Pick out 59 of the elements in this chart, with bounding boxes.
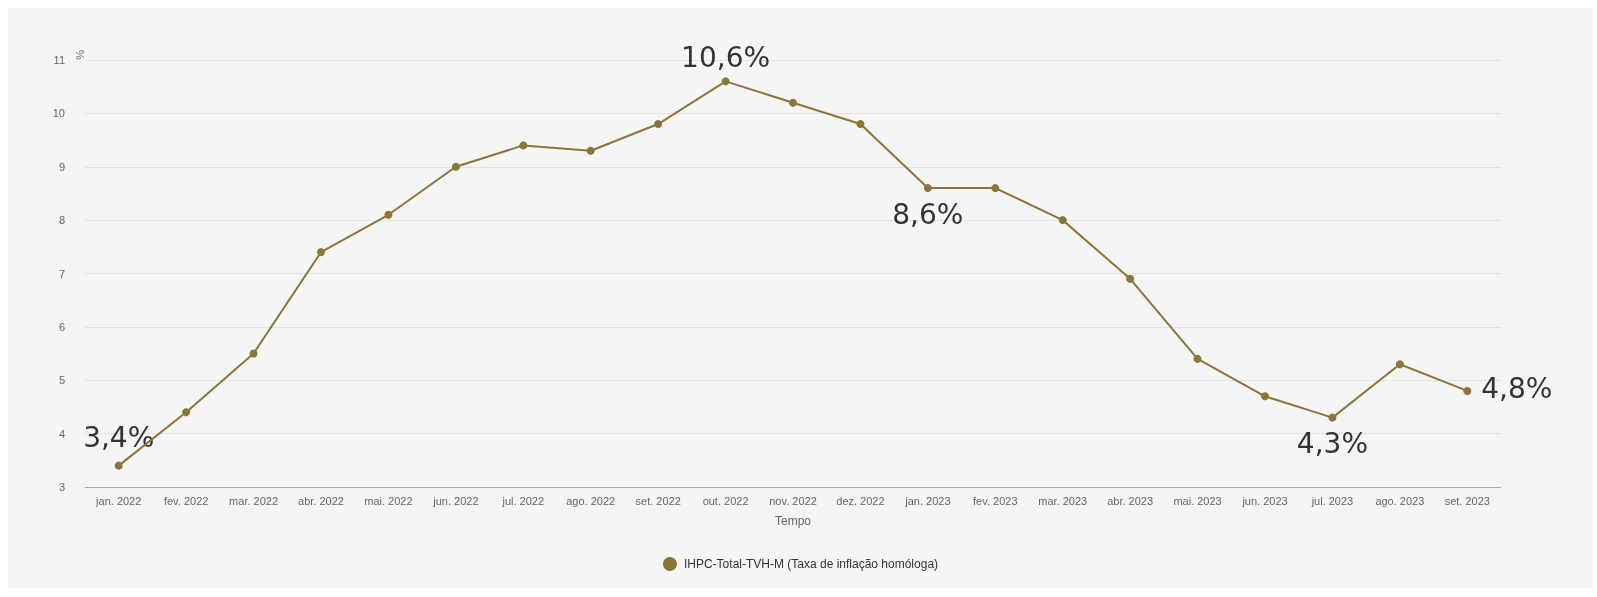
point xyxy=(1463,386,1472,395)
point xyxy=(856,120,865,129)
y-tick-label: 10 xyxy=(52,107,65,120)
x-tick-label: jul. 2023 xyxy=(1310,494,1354,507)
x-tick-label: ago. 2023 xyxy=(1375,494,1425,507)
x-tick-label: jun. 2022 xyxy=(432,494,479,507)
x-tick-label: nov. 2022 xyxy=(769,494,817,507)
x-tick-label: mai. 2023 xyxy=(1173,494,1222,507)
point xyxy=(384,210,393,219)
x-tick-label: dez. 2022 xyxy=(836,494,885,507)
point xyxy=(1126,274,1135,283)
point xyxy=(182,408,191,417)
point xyxy=(789,98,797,107)
y-tick-label: 5 xyxy=(58,374,65,387)
point xyxy=(1058,216,1067,225)
y-tick-label: 3 xyxy=(58,481,65,493)
point xyxy=(114,461,123,470)
point xyxy=(586,146,595,155)
x-tick-label: out. 2022 xyxy=(702,494,749,507)
y-tick-label: 7 xyxy=(58,267,65,280)
x-tick-label: fev. 2022 xyxy=(163,494,209,507)
x-tick-label: abr. 2022 xyxy=(298,494,344,507)
point xyxy=(1261,392,1269,401)
point xyxy=(1328,413,1337,422)
point xyxy=(991,184,1000,193)
x-tick-label: mai. 2022 xyxy=(364,494,413,507)
point xyxy=(451,162,460,171)
point xyxy=(1193,354,1202,363)
x-tick-label: jul. 2022 xyxy=(501,494,545,507)
point xyxy=(721,77,730,86)
point xyxy=(654,120,663,129)
annotation: 10,6% xyxy=(681,40,771,74)
x-tick-label: mar. 2023 xyxy=(1038,494,1088,507)
annotation: 3,4% xyxy=(83,421,155,455)
x-tick-label: jan. 2023 xyxy=(904,494,951,507)
y-tick-label: 11 xyxy=(53,54,65,66)
x-tick-label: fev. 2023 xyxy=(973,494,1018,507)
x-tick-label: abr. 2023 xyxy=(1107,494,1154,507)
x-tick-label: set. 2022 xyxy=(635,494,681,507)
y-tick-label: 4 xyxy=(58,427,65,440)
x-tick-label: ago. 2022 xyxy=(566,494,616,507)
annotation: 4,3% xyxy=(1296,427,1368,461)
x-tick-label: mar. 2022 xyxy=(229,494,279,507)
y-tick-label: 9 xyxy=(58,160,65,173)
point xyxy=(317,248,325,257)
point xyxy=(1395,360,1404,369)
legend-label: IHPC-Total-TVH-M (Taxa de inflação homóloga) xyxy=(683,557,939,571)
annotation: 4,8% xyxy=(1481,372,1553,406)
y-tick-label: 6 xyxy=(58,320,65,333)
annotation: 8,6% xyxy=(892,197,964,231)
x-tick-label: set. 2023 xyxy=(1444,494,1490,507)
point xyxy=(249,349,258,358)
point xyxy=(519,141,528,150)
x-axis-title: Tempo xyxy=(774,514,812,528)
y-tick-label: 8 xyxy=(58,214,65,227)
x-tick-label: jun. 2023 xyxy=(1241,494,1288,507)
point xyxy=(923,184,932,193)
x-tick-label: jan. 2022 xyxy=(95,494,142,507)
y-axis-title: % xyxy=(73,49,86,60)
